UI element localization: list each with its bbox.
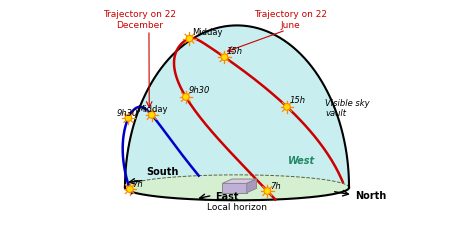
Polygon shape xyxy=(222,179,256,184)
Text: Midday: Midday xyxy=(192,28,222,37)
Circle shape xyxy=(125,115,132,121)
Polygon shape xyxy=(125,175,349,200)
Text: 7h: 7h xyxy=(270,182,281,191)
Text: Midday: Midday xyxy=(137,106,167,114)
Text: 15h: 15h xyxy=(290,96,305,105)
Polygon shape xyxy=(222,184,247,193)
Circle shape xyxy=(264,188,271,194)
Circle shape xyxy=(127,186,133,192)
Circle shape xyxy=(186,35,193,42)
Text: Trajectory on 22
December: Trajectory on 22 December xyxy=(103,11,176,30)
Polygon shape xyxy=(125,25,349,188)
Text: Visible sky
vault: Visible sky vault xyxy=(325,99,370,118)
Polygon shape xyxy=(247,179,256,193)
Text: South: South xyxy=(146,167,178,177)
Circle shape xyxy=(283,104,290,110)
Text: 9h30: 9h30 xyxy=(116,108,137,118)
Text: Trajectory on 22
June: Trajectory on 22 June xyxy=(255,11,328,30)
Text: East: East xyxy=(215,192,238,201)
Text: West: West xyxy=(288,156,316,167)
Circle shape xyxy=(221,54,228,61)
Text: 9h30: 9h30 xyxy=(188,86,210,95)
Text: North: North xyxy=(355,191,386,201)
Circle shape xyxy=(148,111,155,118)
Circle shape xyxy=(182,93,189,100)
Text: 7h: 7h xyxy=(132,180,143,189)
Text: 15h: 15h xyxy=(227,46,243,56)
Text: Local horizon: Local horizon xyxy=(207,203,267,212)
